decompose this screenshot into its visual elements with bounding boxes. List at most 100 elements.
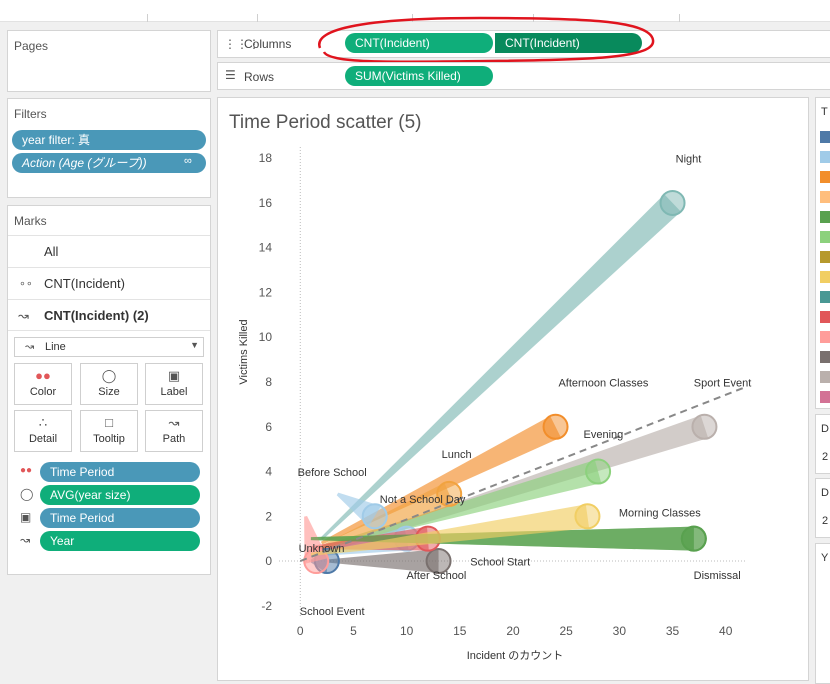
pages-title: Pages — [14, 39, 49, 53]
size-legend-value-1: 2 — [822, 451, 829, 463]
label-icon: ▣ — [167, 368, 181, 383]
point-label: After School — [406, 570, 466, 582]
y-tick-label: 12 — [259, 285, 273, 299]
path-button-label: Path — [162, 433, 186, 445]
series-endpoint — [425, 548, 452, 575]
series-endpoint — [542, 413, 569, 440]
legend-swatch[interactable] — [820, 391, 830, 403]
color-button-label: Color — [29, 386, 57, 398]
x-tick-label: 20 — [506, 624, 520, 638]
legend-swatch[interactable] — [820, 231, 830, 243]
detail-icon: ∴ — [38, 415, 48, 430]
columns-icon: ⋮⋮⋮ — [224, 37, 260, 51]
marks-layer-cnt[interactable]: ∘∘ CNT(Incident) — [8, 267, 210, 299]
path-encoding-icon: ↝ — [20, 533, 31, 547]
y-tick-label: 6 — [265, 420, 272, 434]
series-endpoint — [691, 413, 718, 440]
x-tick-label: 30 — [613, 624, 627, 638]
marks-layer-cnt2[interactable]: ↝ CNT(Incident) (2) — [8, 299, 210, 331]
legend-swatch[interactable] — [820, 331, 830, 343]
point-label: School Start — [470, 557, 530, 569]
y-axis-label: Victims Killed — [238, 319, 250, 384]
point-label: Afternoon Classes — [558, 377, 648, 389]
marks-layer-all[interactable]: All — [8, 235, 210, 267]
shapes-icon: ∘∘ — [19, 278, 33, 290]
series-wedge — [310, 504, 590, 556]
size-legend-header-2: D — [821, 487, 829, 499]
columns-pill-1[interactable]: CNT(Incident) — [345, 33, 493, 53]
chart-panel: Time Period scatter (5) — [217, 97, 809, 681]
x-axis-label: Incident のカウント — [467, 649, 564, 662]
legend-swatch[interactable] — [820, 131, 830, 143]
pages-panel: Pages — [7, 30, 211, 92]
encoding-pill-path[interactable]: Year — [40, 531, 200, 551]
tooltip-button[interactable]: □ Tooltip — [80, 410, 138, 452]
x-tick-label: 10 — [400, 624, 414, 638]
legend-swatch[interactable] — [820, 211, 830, 223]
size-legend-header-1: D — [821, 423, 829, 435]
size-button[interactable]: ◯ Size — [80, 363, 138, 405]
point-label: Morning Classes — [619, 507, 701, 519]
columns-pill-2[interactable]: CNT(Incident) — [495, 33, 642, 53]
y-tick-label: 18 — [259, 151, 273, 165]
filter-pill-action[interactable]: Action (Age (グループ)) — [12, 153, 206, 173]
rows-pill-1[interactable]: SUM(Victims Killed) — [345, 66, 493, 86]
mark-type-value: Line — [45, 341, 66, 353]
label-button[interactable]: ▣ Label — [145, 363, 203, 405]
legend-swatch[interactable] — [820, 171, 830, 183]
point-label: Unknown — [299, 543, 345, 555]
series-wedge — [310, 526, 694, 551]
rows-shelf[interactable]: ☰ Rows — [217, 62, 830, 90]
filter-pill-year[interactable]: year filter: 真 — [12, 130, 206, 150]
encoding-pill-label[interactable]: Time Period — [40, 508, 200, 528]
color-button[interactable]: ●● Color — [14, 363, 72, 405]
label-button-label: Label — [160, 386, 188, 398]
line-type-icon: ↝ — [25, 341, 35, 353]
point-label: Before School — [298, 467, 367, 479]
columns-label: Columns — [244, 37, 292, 51]
series-endpoint — [680, 525, 707, 552]
point-label: Dismissal — [694, 570, 741, 582]
legend-swatch[interactable] — [820, 191, 830, 203]
mark-type-dropdown[interactable]: ↝ Line ▼ — [14, 337, 204, 357]
point-label: Night — [676, 154, 702, 166]
encoding-pill-color[interactable]: Time Period — [40, 462, 200, 482]
y-tick-label: 4 — [265, 465, 272, 479]
y-tick-label: 10 — [259, 330, 273, 344]
size-legend-value-2: 2 — [822, 515, 829, 527]
series-endpoint — [574, 503, 601, 530]
marks-layer-label-all: All — [44, 244, 59, 259]
label-encoding-icon: ▣ — [20, 510, 32, 524]
legend-swatch[interactable] — [820, 371, 830, 383]
link-icon: ∞ — [184, 155, 192, 167]
year-legend-panel: Y — [815, 543, 830, 684]
point-label: Sport Event — [694, 377, 751, 389]
encoding-pill-size[interactable]: AVG(year size) — [40, 485, 200, 505]
y-tick-label: -2 — [261, 599, 272, 613]
series-wedge — [321, 459, 602, 550]
y-tick-label: 2 — [265, 509, 272, 523]
legend-swatch[interactable] — [820, 251, 830, 263]
tooltip-icon: □ — [105, 415, 113, 430]
detail-button[interactable]: ∴ Detail — [14, 410, 72, 452]
path-button[interactable]: ↝ Path — [145, 410, 203, 452]
series-endpoint — [436, 480, 463, 507]
size-button-label: Size — [98, 386, 120, 398]
size-encoding-icon: ◯ — [20, 487, 34, 501]
x-tick-label: 40 — [719, 624, 733, 638]
marks-layer-label-cnt2: CNT(Incident) (2) — [44, 308, 149, 323]
y-tick-label: 0 — [265, 554, 272, 568]
scatter-chart: 0 5 10 15 20 25 30 35 40 -2 0 2 4 6 8 10 12 14 16 18 Inciden… — [238, 147, 751, 662]
series-endpoint — [659, 189, 686, 216]
legend-swatch[interactable] — [820, 311, 830, 323]
x-tick-label: 5 — [350, 624, 357, 638]
size-legend-panel-1: D 2 — [815, 414, 830, 474]
legend-swatch[interactable] — [820, 291, 830, 303]
legend-swatch[interactable] — [820, 271, 830, 283]
rows-icon: ☰ — [225, 68, 236, 82]
legend-swatch[interactable] — [820, 151, 830, 163]
point-label: School Event — [300, 606, 365, 618]
legend-swatch[interactable] — [820, 351, 830, 363]
color-icon: ●● — [35, 368, 51, 383]
marks-title: Marks — [14, 214, 47, 228]
